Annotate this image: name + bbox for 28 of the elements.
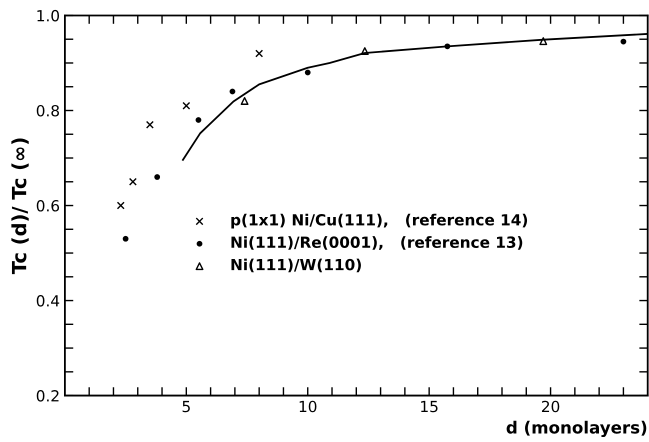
point xyxy=(122,236,128,242)
point xyxy=(304,70,311,76)
x-tick-label: 5 xyxy=(182,400,190,412)
x-tick-label: 20 xyxy=(542,400,560,412)
y-tick-label: 0.8 xyxy=(36,104,59,117)
point xyxy=(255,50,264,58)
point xyxy=(196,117,202,123)
point xyxy=(240,97,249,105)
legend-label: p(1x1) Ni/Cu(111), (reference 14) xyxy=(231,214,528,229)
y-axis-title: Tc (d)/ Tc (∞) xyxy=(11,138,29,274)
y-tick-label: 0.2 xyxy=(36,390,59,402)
x-tick-label: 15 xyxy=(421,400,438,412)
legend-label: Ni(111)/Re(0001), (reference 13) xyxy=(231,236,522,250)
x-tick-label: 10 xyxy=(300,400,316,412)
point xyxy=(230,88,236,94)
y-tick-label: 0.6 xyxy=(36,200,60,212)
point xyxy=(154,174,160,180)
y-tick-label: 0.4 xyxy=(36,295,60,307)
point xyxy=(620,38,626,44)
point xyxy=(360,47,369,56)
legend-label: Ni(111)/W(110) xyxy=(231,258,361,272)
point xyxy=(539,37,548,46)
point xyxy=(128,178,137,186)
point xyxy=(116,202,125,210)
point xyxy=(146,120,154,129)
y-tick-label: 1.0 xyxy=(37,10,60,22)
point xyxy=(182,102,190,110)
x-axis-title: d (monolayers) xyxy=(506,420,646,438)
